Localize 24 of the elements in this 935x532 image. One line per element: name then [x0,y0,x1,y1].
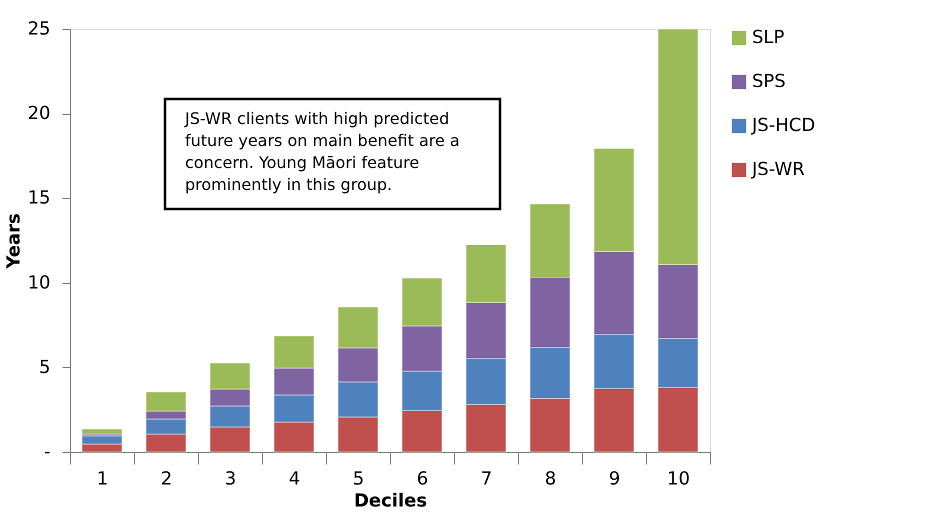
x-tick-label: 1 [96,468,108,490]
bar [82,428,122,434]
legend-label: JS-HCD [751,115,816,136]
y-tick-label: 25 [28,18,50,40]
x-tick-label: 7 [480,468,492,490]
y-tick-label: - [44,442,50,462]
y-tick-label: 5 [39,356,50,378]
y-tick-label: 20 [28,103,50,124]
x-tick-label: 4 [288,468,300,490]
x-tick-label: 2 [160,468,172,490]
y-tick-label: 15 [28,188,50,209]
x-tick-label: 10 [667,468,690,490]
y-tick-label: 10 [28,272,50,294]
x-tick-label: 6 [416,468,428,490]
legend-label: JS-WR [751,159,805,180]
annotation: JS-WR clients with high predicted future years on main benefit are a concern. Young Māori feature prominently in this group. [184,109,460,194]
x-tick-label: 3 [224,468,236,490]
x-axis-title: Deciles [354,490,428,512]
y-axis-title: Years [4,213,25,270]
legend-label: SLP [752,27,784,48]
x-tick-label: 5 [352,468,364,490]
legend-label: SPS [752,71,786,92]
x-tick-label: 9 [608,468,620,490]
x-tick-label: 8 [544,468,556,490]
